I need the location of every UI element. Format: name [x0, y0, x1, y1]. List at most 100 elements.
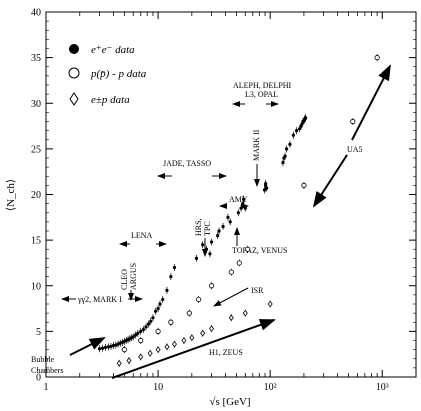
annotation-jade-tasso: JADE, TASSO	[163, 159, 211, 168]
ee-data-point	[297, 127, 302, 131]
pp-data-point	[138, 337, 144, 344]
annotation-hrs-tpc-2: TPC	[203, 221, 212, 236]
x-axis-title: √s [GeV]	[209, 396, 250, 408]
arrow-bubble	[69, 337, 106, 356]
ee-data-point	[241, 202, 245, 206]
ee-data-point	[109, 344, 113, 349]
ep-data-point	[164, 343, 170, 351]
ee-data-point	[281, 160, 285, 165]
ee-data-point	[288, 142, 292, 146]
y-tick-label: 10	[31, 281, 41, 292]
pp-data-point	[196, 296, 202, 303]
ee-data-point	[149, 319, 153, 323]
ee-data-point	[101, 346, 105, 350]
legend-marker-ep	[69, 92, 79, 106]
pp-data-point	[228, 269, 234, 275]
x-tick-label: 1	[44, 382, 49, 393]
ep-data-point	[189, 334, 195, 342]
ee-data-point	[97, 347, 102, 351]
ee-data-point	[209, 240, 214, 244]
x-tick-label: 10	[153, 382, 163, 393]
ee-data-point	[151, 316, 155, 320]
legend-marker-ee	[69, 44, 79, 54]
ep-data-point	[147, 350, 153, 357]
ee-data-point	[265, 186, 269, 190]
legend-label-pp: p(p̄) - p data	[90, 68, 147, 80]
pp-data-point	[236, 260, 242, 266]
annotation-mark-ii: MARK II	[252, 129, 261, 161]
ep-data-point	[155, 346, 161, 353]
annotation-cleo-argus: CLEO	[120, 269, 129, 290]
ee-data-point	[204, 247, 209, 251]
arrow-h1-zeus	[111, 319, 276, 379]
ee-data-point	[111, 343, 116, 348]
annotation-bubble-chambers-2: Chambers	[31, 366, 63, 375]
ee-data-point	[153, 309, 158, 313]
legend: e⁺e⁻ data p(p̄) - p data e±p data	[68, 44, 147, 106]
ee-data-point	[228, 220, 232, 224]
ee-data-point	[294, 129, 299, 133]
ee-data-point	[158, 302, 162, 306]
ee-data-point	[242, 197, 246, 201]
pp-data-point	[186, 310, 192, 316]
ee-data-point	[217, 229, 221, 233]
ee-data-point	[208, 252, 212, 256]
ee-data-point	[201, 243, 205, 247]
ep-data-point	[200, 329, 206, 337]
annotation-isr: ISR	[251, 286, 264, 295]
arrow-ua5-down	[312, 154, 348, 208]
annotation-topaz-venus: TOPAZ, VENUS	[232, 246, 287, 255]
ee-data-point	[239, 206, 243, 210]
ee-data-point	[284, 147, 289, 151]
ee-data-point	[194, 256, 199, 260]
ep-data-point	[267, 300, 273, 308]
ee-data-point	[141, 327, 146, 332]
arrow-isr	[213, 287, 249, 307]
annotation-l3-opal: L3, OPAL	[245, 90, 278, 99]
ee-data-point	[156, 306, 160, 311]
ep-data-point	[242, 309, 248, 317]
y-tick-label: 20	[31, 190, 41, 201]
annotation-hrs-tpc: HRS,	[194, 218, 203, 236]
ee-data-point	[139, 329, 143, 333]
ep-data-point	[228, 314, 234, 321]
y-tick-label: 5	[36, 327, 41, 338]
ee-data-point	[146, 322, 151, 326]
ee-data-point	[106, 345, 110, 349]
ee-data-point	[161, 297, 165, 302]
ee-data-point	[262, 188, 267, 192]
ee-data-point	[243, 206, 247, 210]
ee-data-point	[133, 333, 138, 337]
ee-data-point	[221, 224, 225, 229]
ep-data-point	[181, 337, 187, 344]
y-tick-label: 35	[31, 53, 41, 64]
ee-data-point	[216, 233, 220, 238]
annotations: γγ2, MARK I Bubble Chambers LENA CLEO AR…	[31, 81, 363, 375]
ee-data-point	[303, 116, 308, 120]
annotation-ua5: UA5	[347, 145, 363, 154]
ee-data-point	[131, 335, 135, 339]
arrow-ua5-up	[351, 64, 391, 141]
annotation-mark-i: γγ2, MARK I	[77, 295, 122, 304]
annotation-cleo-argus-2: ARGUS	[129, 263, 138, 290]
ee-data-point	[283, 154, 287, 158]
y-tick-label: 0	[36, 373, 41, 384]
annotation-amy: AMY	[229, 195, 248, 204]
ep-data-point	[209, 325, 215, 332]
x-tick-label: 10²	[264, 382, 277, 393]
ee-data-point	[291, 133, 295, 137]
annotation-h1-zeus: H1, ZEUS	[209, 348, 243, 357]
annotation-arrows	[61, 64, 391, 379]
ee-data-point	[264, 181, 268, 186]
pp-data-point	[155, 328, 161, 334]
legend-marker-pp	[68, 67, 80, 79]
ee-data-point	[165, 288, 169, 292]
ep-data-point	[138, 353, 144, 361]
data-marks	[97, 54, 380, 367]
ee-data-point	[236, 211, 240, 215]
y-axis: 0 5 10 15 20 25 30 35 40	[31, 8, 416, 384]
legend-label-ep: e±p data	[91, 94, 130, 106]
legend-label-ee: e⁺e⁻ data	[91, 44, 135, 56]
